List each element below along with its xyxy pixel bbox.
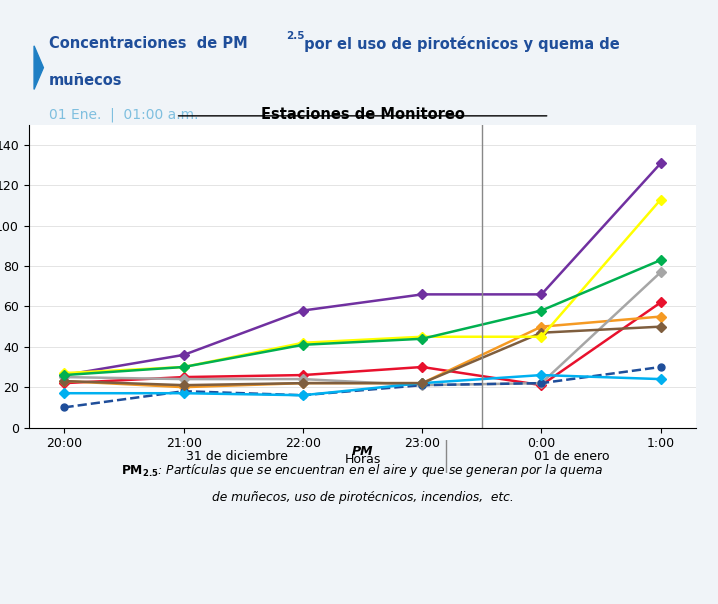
San Martín de Porres bbox=[656, 299, 665, 306]
San Borja bbox=[656, 376, 665, 383]
San Juan de Lurigancho bbox=[537, 323, 546, 330]
Puente Piedra bbox=[537, 333, 546, 341]
Santa Anita bbox=[656, 257, 665, 264]
Villa María del Triunfo bbox=[180, 376, 188, 383]
Text: $\bf{PM_{2.5}}$: Partículas que se encuentran en el aire y que se generan por la: $\bf{PM_{2.5}}$: Partículas que se encue… bbox=[121, 461, 604, 479]
Ceres bbox=[60, 378, 69, 385]
Campo de Marte bbox=[180, 388, 188, 395]
Ceres bbox=[299, 379, 307, 387]
X-axis label: Horas: Horas bbox=[345, 453, 381, 466]
Campo de Marte bbox=[537, 379, 546, 387]
Santa Anita bbox=[60, 371, 69, 379]
Puente Piedra bbox=[180, 364, 188, 371]
Villa María del Triunfo bbox=[537, 379, 546, 387]
Text: de muñecos, uso de pirotécnicos, incendios,  etc.: de muñecos, uso de pirotécnicos, incendi… bbox=[212, 492, 513, 504]
Text: por el uso de pirotécnicos y quema de: por el uso de pirotécnicos y quema de bbox=[299, 36, 620, 52]
San Juan de Lurigancho bbox=[299, 379, 307, 387]
Carabayllo bbox=[180, 352, 188, 359]
Text: PM: PM bbox=[352, 445, 373, 458]
Puente Piedra bbox=[656, 196, 665, 203]
San Borja bbox=[60, 390, 69, 397]
Santa Anita bbox=[180, 364, 188, 371]
San Juan de Lurigancho bbox=[656, 313, 665, 320]
Santa Anita bbox=[418, 335, 426, 342]
Carabayllo bbox=[537, 291, 546, 298]
Text: 2.5: 2.5 bbox=[286, 31, 304, 41]
Villa María del Triunfo bbox=[656, 269, 665, 276]
Text: 31 de diciembre: 31 de diciembre bbox=[187, 450, 289, 463]
Carabayllo bbox=[418, 291, 426, 298]
Ceres bbox=[418, 379, 426, 387]
San Martín de Porres bbox=[299, 371, 307, 379]
Puente Piedra bbox=[60, 370, 69, 377]
Text: Concentraciones  de PM: Concentraciones de PM bbox=[49, 36, 248, 51]
San Borja bbox=[537, 371, 546, 379]
San Martín de Porres bbox=[180, 373, 188, 381]
Villa María del Triunfo bbox=[418, 382, 426, 389]
San Martín de Porres bbox=[537, 382, 546, 389]
Santa Anita bbox=[299, 341, 307, 349]
Campo de Marte bbox=[656, 364, 665, 371]
Campo de Marte bbox=[299, 391, 307, 399]
Santa Anita bbox=[537, 307, 546, 314]
Line: Ceres: Ceres bbox=[61, 323, 664, 388]
Villa María del Triunfo bbox=[299, 376, 307, 383]
San Martín de Porres bbox=[418, 364, 426, 371]
Ceres bbox=[537, 329, 546, 336]
Polygon shape bbox=[34, 46, 43, 89]
San Juan de Lurigancho bbox=[180, 384, 188, 391]
Text: 01 de enero: 01 de enero bbox=[533, 450, 609, 463]
Carabayllo bbox=[656, 159, 665, 167]
Line: Villa María del Triunfo: Villa María del Triunfo bbox=[61, 269, 664, 388]
Title: Estaciones de Monitoreo: Estaciones de Monitoreo bbox=[261, 108, 465, 123]
Line: San Juan de Lurigancho: San Juan de Lurigancho bbox=[61, 313, 664, 391]
San Juan de Lurigancho bbox=[418, 379, 426, 387]
Carabayllo bbox=[299, 307, 307, 314]
San Borja bbox=[299, 391, 307, 399]
San Borja bbox=[418, 379, 426, 387]
San Borja bbox=[180, 390, 188, 397]
Puente Piedra bbox=[418, 333, 426, 341]
Ceres bbox=[180, 382, 188, 389]
Line: San Borja: San Borja bbox=[61, 371, 664, 399]
Line: Puente Piedra: Puente Piedra bbox=[61, 196, 664, 376]
Line: Santa Anita: Santa Anita bbox=[61, 257, 664, 379]
Campo de Marte bbox=[60, 403, 69, 411]
Line: Carabayllo: Carabayllo bbox=[61, 160, 664, 379]
Text: muñecos: muñecos bbox=[49, 72, 122, 88]
Campo de Marte bbox=[418, 382, 426, 389]
Villa María del Triunfo bbox=[60, 373, 69, 381]
San Martín de Porres bbox=[60, 379, 69, 387]
Line: Campo de Marte: Campo de Marte bbox=[61, 364, 664, 411]
Ceres bbox=[656, 323, 665, 330]
Carabayllo bbox=[60, 371, 69, 379]
Puente Piedra bbox=[299, 339, 307, 347]
San Juan de Lurigancho bbox=[60, 378, 69, 385]
Line: San Martín de Porres: San Martín de Porres bbox=[61, 299, 664, 388]
Text: 01 Ene.  |  01:00 a.m.: 01 Ene. | 01:00 a.m. bbox=[49, 108, 198, 122]
